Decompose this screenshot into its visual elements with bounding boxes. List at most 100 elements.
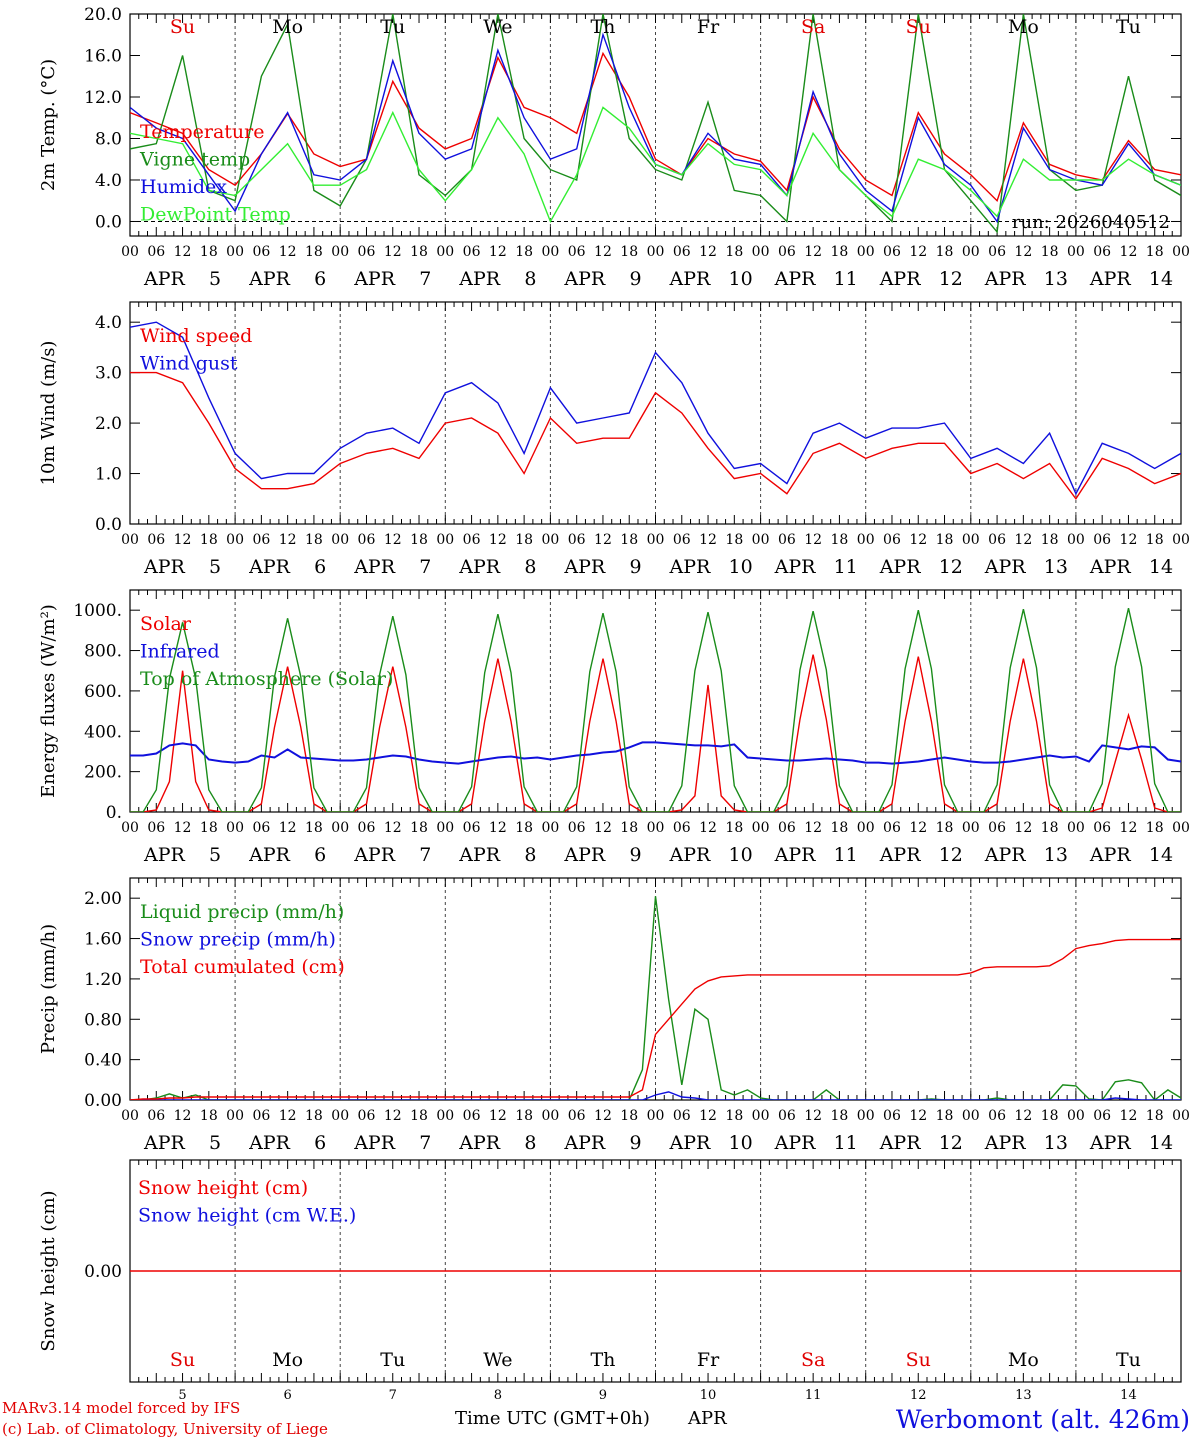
- hour-label: 00: [121, 244, 139, 260]
- weekday-label-bottom: Mo: [272, 1349, 303, 1371]
- hour-label: 06: [778, 244, 796, 260]
- date-day: 9: [629, 1132, 641, 1154]
- hour-label: 00: [1172, 820, 1190, 836]
- weekday-label-bottom: Mo: [1008, 1349, 1039, 1371]
- date-day: 10: [729, 1132, 753, 1154]
- hour-label: 12: [489, 820, 507, 836]
- y-tick-label: 800.: [84, 642, 122, 662]
- hour-label: 12: [909, 244, 927, 260]
- series-line-dewpoint-temp: [130, 106, 1181, 224]
- weekday-label-top: Su: [170, 16, 195, 38]
- hour-label: 18: [1146, 244, 1164, 260]
- hour-label: 12: [279, 820, 297, 836]
- y-tick-label: 1000.: [73, 601, 122, 621]
- date-month: APR: [669, 268, 712, 290]
- hour-label: 00: [752, 1108, 770, 1124]
- hour-label: 00: [436, 1108, 454, 1124]
- legend-entry: Temperature: [140, 121, 264, 143]
- hour-label: 00: [226, 820, 244, 836]
- hour-label: 00: [962, 532, 980, 548]
- hour-label: 00: [226, 532, 244, 548]
- hour-label: 06: [463, 1108, 481, 1124]
- y-tick-label: 12.0: [84, 88, 122, 108]
- y-tick-label: 0.80: [84, 1010, 122, 1030]
- date-day: 8: [524, 268, 536, 290]
- y-tick-label: 4.0: [95, 171, 122, 191]
- hour-label: 06: [1093, 1108, 1111, 1124]
- series-line-wind-gust: [130, 321, 1181, 496]
- hour-label: 06: [568, 1108, 586, 1124]
- hour-label: 06: [358, 820, 376, 836]
- series-line-temperature: [130, 51, 1181, 202]
- hour-label: 00: [752, 820, 770, 836]
- hour-label: 00: [541, 1108, 559, 1124]
- date-label-bottom: 7: [389, 1388, 397, 1403]
- hour-label: 00: [121, 820, 139, 836]
- hour-label: 06: [1093, 532, 1111, 548]
- date-day: 13: [1044, 1132, 1068, 1154]
- hour-label: 00: [1172, 532, 1190, 548]
- weekday-label-top: Sa: [801, 16, 825, 38]
- hour-label: 12: [909, 1108, 927, 1124]
- credit-note: (c) Lab. of Climatology, University of L…: [2, 1420, 328, 1438]
- hour-label: 06: [883, 244, 901, 260]
- date-day: 14: [1149, 268, 1173, 290]
- date-month: APR: [143, 556, 186, 578]
- hour-label: 00: [436, 532, 454, 548]
- date-month: APR: [879, 844, 922, 866]
- hour-label: 06: [568, 244, 586, 260]
- legend-entry: Infrared: [140, 641, 220, 663]
- hour-label: 12: [1014, 1108, 1032, 1124]
- weekday-label-top: Mo: [1008, 16, 1039, 38]
- date-month: APR: [1089, 844, 1132, 866]
- hour-label: 06: [147, 820, 165, 836]
- hour-label: 18: [936, 820, 954, 836]
- y-tick-label: 0.40: [84, 1051, 122, 1071]
- date-month: APR: [1089, 556, 1132, 578]
- hour-label: 00: [226, 1108, 244, 1124]
- hour-label: 18: [831, 244, 849, 260]
- date-day: 12: [939, 844, 963, 866]
- date-month: APR: [669, 844, 712, 866]
- hour-label: 12: [489, 244, 507, 260]
- hour-label: 06: [463, 532, 481, 548]
- legend-entry: Vigne temp: [139, 149, 250, 171]
- date-day: 13: [1044, 556, 1068, 578]
- hour-label: 18: [936, 532, 954, 548]
- hour-label: 12: [699, 820, 717, 836]
- hour-label: 12: [804, 820, 822, 836]
- date-day: 6: [314, 1132, 326, 1154]
- hour-label: 00: [1067, 820, 1085, 836]
- date-day: 8: [524, 1132, 536, 1154]
- hour-label: 12: [384, 1108, 402, 1124]
- y-tick-label: 1.0: [95, 465, 122, 485]
- date-day: 7: [419, 1132, 431, 1154]
- weekday-label-top: Mo: [272, 16, 303, 38]
- hour-label: 06: [988, 820, 1006, 836]
- hour-label: 12: [804, 244, 822, 260]
- date-month: APR: [879, 556, 922, 578]
- hour-label: 00: [857, 244, 875, 260]
- hour-label: 00: [857, 532, 875, 548]
- hour-label: 06: [463, 244, 481, 260]
- date-day: 13: [1044, 268, 1068, 290]
- date-month: APR: [774, 268, 817, 290]
- date-month: APR: [563, 556, 606, 578]
- hour-label: 06: [673, 1108, 691, 1124]
- date-month: APR: [143, 1132, 186, 1154]
- hour-label: 12: [1014, 244, 1032, 260]
- hour-label: 18: [725, 820, 743, 836]
- hour-label: 06: [778, 820, 796, 836]
- hour-label: 18: [305, 1108, 323, 1124]
- hour-label: 18: [410, 244, 428, 260]
- hour-label: 18: [620, 532, 638, 548]
- hour-label: 18: [620, 820, 638, 836]
- hour-label: 06: [252, 532, 270, 548]
- hour-label: 18: [515, 532, 533, 548]
- hour-label: 18: [936, 244, 954, 260]
- date-day: 11: [834, 1132, 858, 1154]
- date-month: APR: [248, 1132, 291, 1154]
- hour-label: 12: [279, 532, 297, 548]
- hour-label: 06: [883, 820, 901, 836]
- hour-label: 00: [752, 244, 770, 260]
